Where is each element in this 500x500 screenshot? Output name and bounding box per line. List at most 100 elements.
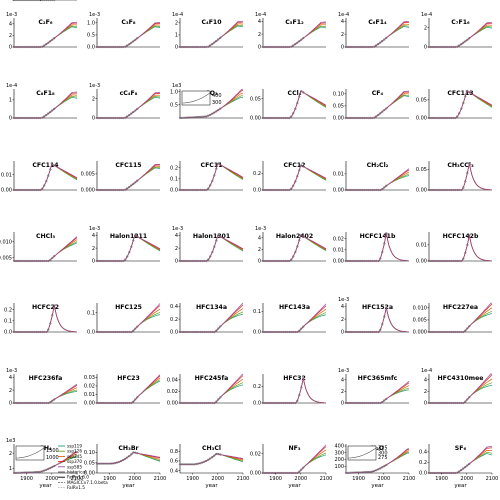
historical-marker [207, 45, 210, 48]
historical-marker [41, 45, 44, 48]
historical-marker [53, 464, 56, 468]
panel-title: HFC365mfc [358, 375, 398, 382]
historical-marker [464, 329, 467, 332]
axis-multiplier: 1e-3 [338, 368, 349, 374]
historical-marker [209, 330, 212, 334]
historical-marker [375, 44, 378, 47]
historical-marker [215, 400, 218, 403]
historical-marker [24, 0, 28, 2]
historical-marker [377, 468, 380, 471]
y-tick-label: 0.01 [333, 248, 344, 254]
historical-marker [209, 457, 212, 460]
historical-marker [383, 464, 386, 468]
panel-title: cC₄F₈ [120, 90, 138, 97]
historical-marker [49, 110, 52, 114]
historical-marker [47, 0, 50, 2]
y-tick-label: 0.5 [170, 103, 178, 109]
historical-marker [466, 243, 469, 246]
historical-marker [134, 181, 137, 184]
historical-marker [45, 42, 48, 46]
inset-line [181, 92, 211, 104]
y-tick-label: 0.005 [0, 255, 12, 261]
series-line-ssp245 [180, 308, 244, 333]
historical-marker [288, 259, 291, 263]
historical-marker [381, 39, 384, 43]
historical-marker [113, 401, 117, 405]
y-tick-label: 0.00 [250, 471, 261, 477]
historical-marker [462, 330, 465, 334]
historical-marker [296, 245, 299, 248]
historical-marker [45, 0, 48, 2]
historical-marker [292, 184, 295, 187]
panel-hfc143a: HFC143a 0.0 0.1 [253, 303, 327, 336]
legend-label: FaIRv1.6.0 [67, 475, 89, 480]
historical-marker [298, 393, 301, 397]
panel-halon1301: Halon1301 1e-3 0 2 4 [172, 226, 244, 265]
historical-marker [433, 259, 437, 263]
historical-marker [468, 234, 471, 237]
panel-cfc113: CFC113 0.00 0.05 [416, 89, 493, 122]
y-tick-label: 0.00 [333, 188, 344, 194]
historical-marker [296, 41, 299, 44]
panel-sf6: SF₆ 0.0 0.2 0.4 [419, 444, 493, 477]
historical-marker [130, 453, 133, 456]
historical-marker [132, 400, 135, 403]
y-tick-label: 0 [9, 116, 12, 122]
historical-marker [43, 184, 46, 187]
y-tick-label: 300 [334, 450, 344, 456]
historical-marker [18, 259, 22, 263]
x-axis-label: year [371, 483, 384, 489]
series-line-ssp245 [97, 308, 161, 333]
y-tick-label: 0 [175, 259, 178, 265]
series-line-ssp585 [263, 164, 327, 191]
historical-marker [302, 91, 305, 94]
historical-marker [298, 239, 301, 242]
historical-marker [126, 44, 129, 47]
historical-marker [211, 455, 214, 459]
historical-marker [466, 464, 469, 467]
historical-marker [16, 0, 20, 2]
historical-marker [468, 37, 471, 40]
historical-marker [290, 258, 293, 261]
historical-marker [381, 323, 384, 326]
historical-marker [14, 0, 18, 2]
historical-marker [45, 179, 48, 183]
historical-marker [196, 259, 200, 263]
panel-c7f16: C₇F1₆ 1e-4 0 2 [421, 12, 493, 51]
panel-c2f6: C₂F₆ 1e-3 0 2 4 [6, 12, 78, 51]
series-line-ssp370 [346, 382, 410, 404]
panel-title: CHCl₃ [36, 233, 55, 240]
y-tick-label: 0 [175, 45, 178, 51]
historical-marker [375, 469, 378, 472]
series-line-ssp119 [429, 384, 493, 404]
historical-marker [456, 115, 459, 118]
y-tick-label: 0.1 [87, 310, 95, 316]
panel-hcfc141b: HCFC141b 0.00 0.01 0.02 [333, 231, 410, 265]
series-line-ssp119 [346, 307, 410, 333]
y-tick-label: 2 [424, 25, 427, 31]
historical-marker [267, 330, 271, 334]
historical-marker [134, 451, 137, 454]
historical-marker [28, 0, 32, 2]
historical-marker [219, 325, 222, 328]
axis-multiplier: 1e-3 [255, 226, 266, 232]
historical-marker [113, 45, 117, 49]
historical-marker [136, 396, 139, 399]
historical-marker [298, 329, 301, 332]
panel-title: HFC23 [117, 375, 140, 382]
panel-cfc11: CFC11 0.0 0.1 0.2 [170, 161, 244, 194]
x-tick-label: 2100 [154, 476, 167, 482]
panel-hfc227ea: HFC227ea 0.000 0.005 0.010 [413, 302, 493, 336]
historical-marker [211, 112, 214, 115]
historical-marker [30, 471, 34, 474]
y-tick-label: 0.010 [0, 239, 12, 245]
series-line-ssp585 [180, 162, 244, 191]
historical-marker [209, 113, 212, 116]
historical-marker [213, 401, 216, 405]
historical-marker [211, 42, 214, 46]
historical-marker [41, 116, 44, 119]
series-line-ssp245 [263, 449, 327, 474]
historical-marker [47, 401, 50, 405]
historical-marker [298, 95, 301, 98]
historical-marker [128, 454, 131, 458]
